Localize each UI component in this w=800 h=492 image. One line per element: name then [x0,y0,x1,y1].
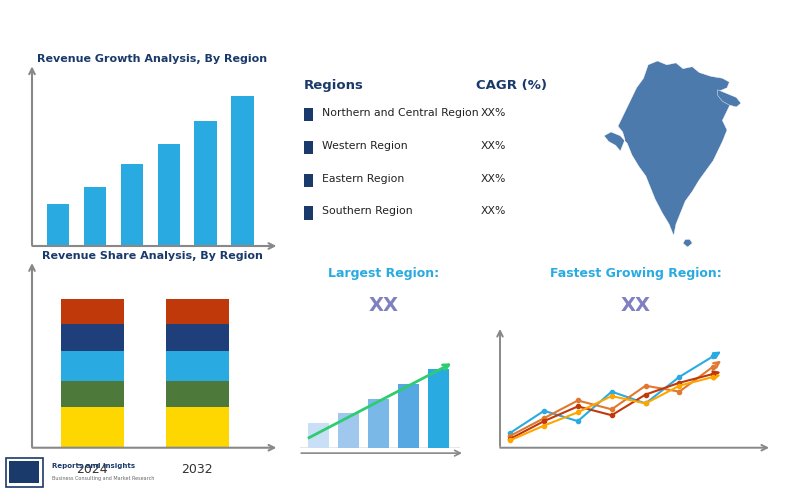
Bar [166,351,229,381]
Title: Revenue Share Analysis, By Region: Revenue Share Analysis, By Region [42,251,262,261]
Bar [158,144,180,246]
Bar [304,141,313,154]
Bar [304,207,313,219]
Bar [307,423,329,448]
Bar [84,186,106,246]
Bar [194,122,217,246]
Text: Northern and Central Region: Northern and Central Region [322,108,479,118]
Bar [121,164,142,246]
Text: XX%: XX% [481,141,506,151]
Bar [166,407,229,448]
Text: Business Consulting and Market Research: Business Consulting and Market Research [51,476,154,481]
Bar [166,299,229,324]
Text: Southern Region: Southern Region [322,207,413,216]
Text: XX: XX [621,296,651,315]
Bar [166,381,229,407]
Bar [304,174,313,187]
Text: 2024: 2024 [76,462,108,476]
Polygon shape [718,90,741,107]
Polygon shape [683,240,692,247]
Text: XX: XX [369,296,399,315]
Text: XX%: XX% [481,207,506,216]
Title: Revenue Growth Analysis, By Region: Revenue Growth Analysis, By Region [37,54,267,64]
Text: XX%: XX% [481,108,506,118]
Bar [46,204,69,246]
Bar [61,381,123,407]
Bar [61,351,123,381]
Text: Regions: Regions [304,79,364,92]
Bar [166,324,229,351]
Bar [61,324,123,351]
Text: Largest Region:: Largest Region: [329,267,439,279]
Text: Eastern Region: Eastern Region [322,174,405,184]
Text: INDIA POWER RENTAL MARKET REGIONAL LEVEL ANALYSIS: INDIA POWER RENTAL MARKET REGIONAL LEVEL… [10,25,448,37]
Bar [338,413,359,448]
Bar [231,96,254,246]
Bar [61,407,123,448]
FancyBboxPatch shape [10,461,39,483]
Bar [428,369,450,448]
Text: Fastest Growing Region:: Fastest Growing Region: [550,267,722,279]
Text: 2032: 2032 [181,462,213,476]
Text: CAGR (%): CAGR (%) [475,79,546,92]
FancyBboxPatch shape [6,458,42,487]
Text: Reports and Insights: Reports and Insights [51,463,134,469]
Polygon shape [604,61,732,236]
Bar [304,108,313,122]
Bar [398,384,419,448]
Bar [61,299,123,324]
Text: Western Region: Western Region [322,141,408,151]
Text: XX%: XX% [481,174,506,184]
Bar [368,399,389,448]
